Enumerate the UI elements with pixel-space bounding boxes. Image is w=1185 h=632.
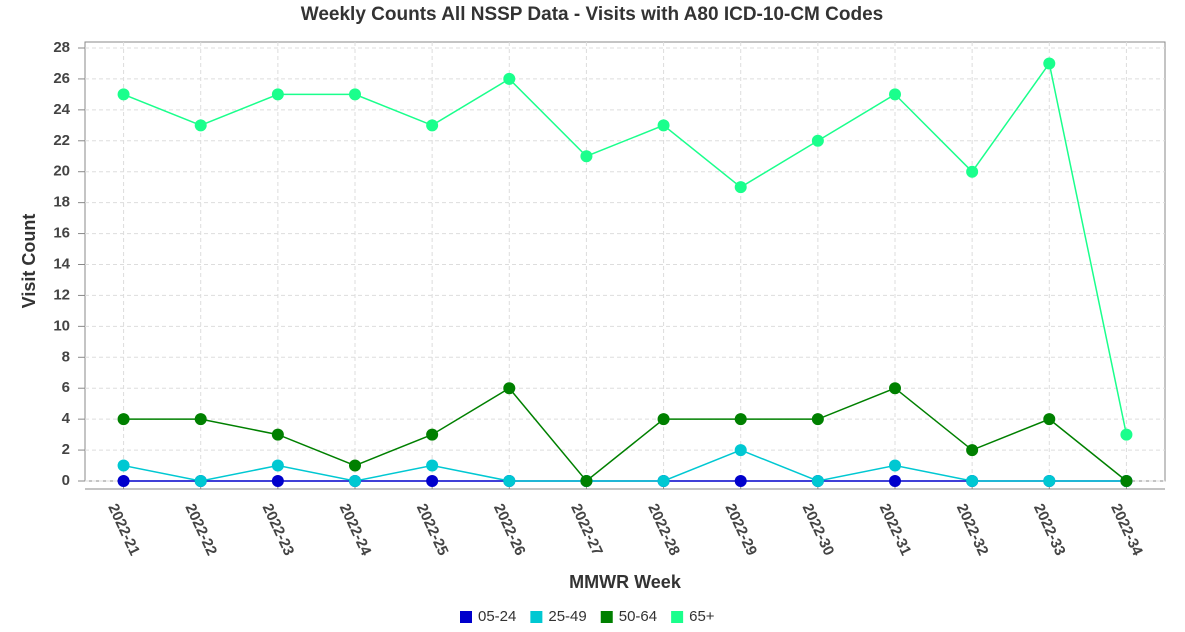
data-point: [889, 382, 901, 395]
x-tick-label: 2022-29: [721, 501, 760, 558]
data-point: [503, 382, 516, 395]
legend-swatch: [671, 611, 684, 623]
data-point: [426, 475, 439, 487]
x-tick-label: 2022-27: [567, 501, 606, 558]
data-point: [271, 475, 284, 487]
data-point: [1043, 57, 1056, 70]
data-point: [117, 413, 130, 426]
data-point: [503, 475, 516, 487]
data-point: [966, 165, 979, 178]
legend-swatch: [460, 611, 472, 623]
data-point: [580, 475, 593, 487]
data-point: [734, 181, 747, 194]
x-tick-label: 2022-25: [413, 501, 452, 558]
y-tick-label: 10: [53, 317, 70, 334]
y-tick-label: 16: [53, 225, 70, 242]
data-point: [657, 413, 670, 426]
x-tick-label: 2022-32: [953, 501, 992, 558]
data-point: [966, 444, 979, 457]
x-tick-label: 2022-26: [490, 501, 529, 558]
data-point: [811, 475, 824, 487]
legend-label: 05-24: [478, 608, 516, 625]
data-point: [117, 459, 130, 472]
x-tick-label: 2022-33: [1030, 501, 1069, 558]
data-point: [657, 475, 670, 487]
data-point: [734, 444, 747, 457]
x-axis-title: MMWR Week: [569, 572, 682, 592]
data-point: [117, 475, 130, 487]
legend-label: 65+: [689, 608, 715, 625]
data-point: [1043, 475, 1056, 487]
data-point: [426, 428, 439, 441]
plot-frame: [84, 41, 1166, 482]
y-tick-label: 26: [53, 70, 70, 87]
data-point: [889, 88, 901, 101]
chart-title: Weekly Counts All NSSP Data - Visits wit…: [301, 4, 883, 25]
legend-label: 50-64: [619, 608, 657, 625]
data-point: [889, 475, 901, 487]
y-axis-title: Visit Count: [19, 214, 39, 309]
data-point: [426, 459, 439, 472]
data-point: [811, 134, 824, 147]
data-point: [734, 413, 747, 426]
data-point: [271, 88, 284, 101]
y-tick-label: 22: [53, 132, 70, 149]
y-tick-label: 20: [53, 163, 70, 180]
data-point: [1120, 428, 1133, 441]
x-tick-label: 2022-23: [259, 501, 298, 558]
data-point: [1043, 413, 1056, 426]
x-tick-label: 2022-24: [336, 501, 375, 559]
y-tick-label: 18: [53, 194, 70, 211]
y-tick-label: 12: [53, 286, 70, 303]
data-point: [194, 413, 207, 426]
data-point: [1120, 475, 1133, 487]
legend-swatch: [530, 611, 543, 623]
legend-label: 25-49: [548, 608, 586, 625]
y-tick-label: 0: [62, 472, 70, 489]
data-point: [271, 428, 284, 441]
data-point: [117, 88, 130, 101]
data-point: [194, 475, 207, 487]
legend-swatch: [600, 611, 613, 623]
y-tick-label: 2: [62, 441, 70, 458]
data-point: [966, 475, 979, 487]
data-point: [349, 475, 361, 487]
data-point: [503, 72, 516, 85]
data-point: [889, 459, 901, 472]
series-line: [123, 449, 1127, 482]
data-point: [426, 119, 439, 132]
data-point: [349, 88, 361, 101]
data-point: [811, 413, 824, 426]
data-point: [349, 459, 361, 472]
x-tick-label: 2022-28: [644, 501, 683, 558]
x-tick-label: 2022-30: [799, 501, 838, 558]
data-point: [194, 119, 207, 132]
y-tick-label: 24: [53, 101, 70, 118]
y-tick-label: 4: [62, 410, 71, 427]
y-tick-label: 28: [53, 39, 70, 56]
series-line: [123, 61, 1128, 435]
x-tick-label: 2022-21: [104, 501, 143, 558]
data-point: [271, 459, 284, 472]
x-tick-label: 2022-34: [1107, 501, 1146, 559]
x-tick-label: 2022-31: [876, 501, 915, 558]
data-point: [580, 150, 593, 163]
data-point: [734, 475, 747, 487]
series-line: [123, 387, 1127, 483]
x-tick-label: 2022-22: [181, 501, 220, 558]
y-tick-label: 6: [62, 379, 70, 396]
y-tick-label: 8: [62, 348, 70, 365]
data-point: [657, 119, 670, 132]
y-tick-label: 14: [53, 255, 70, 272]
